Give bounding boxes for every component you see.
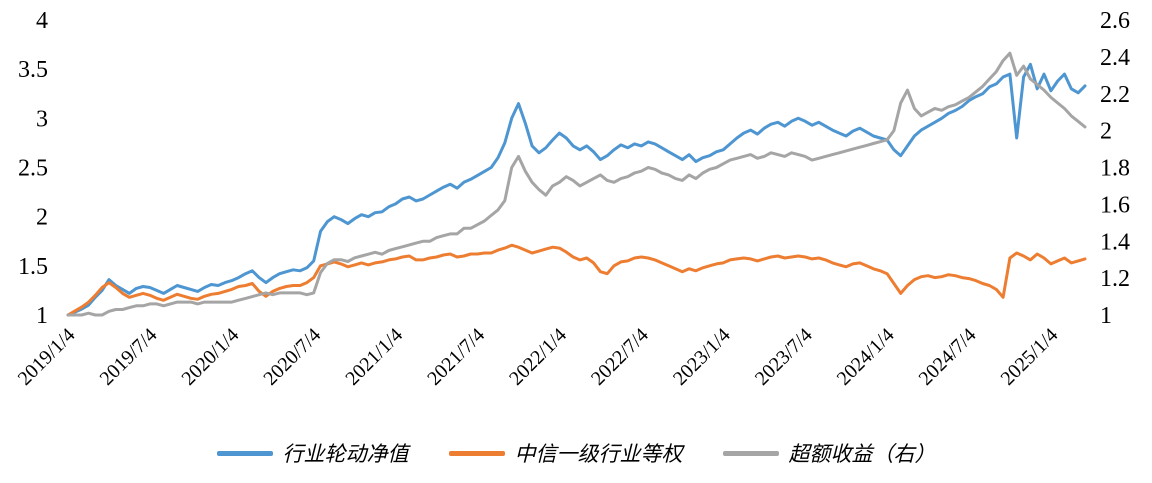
y-axis-right-tick-label: 1.2 [1100, 266, 1130, 292]
x-axis-tick-label: 2022/1/4 [505, 324, 571, 390]
x-axis-tick-label: 2024/1/4 [833, 324, 899, 390]
y-axis-right-tick-label: 1 [1100, 303, 1112, 329]
series-line-0 [66, 62, 1087, 317]
y-axis-right-tick-label: 2.2 [1100, 82, 1130, 108]
y-axis-left-tick-label: 1.5 [18, 254, 48, 280]
legend-item-citic-equal-weight: 中信一级行业等权 [448, 438, 683, 468]
legend-line-blue-icon [216, 450, 273, 456]
series-line-1 [66, 243, 1087, 317]
legend-item-excess-return: 超额收益（右） [722, 438, 936, 468]
x-axis-tick-label: 2023/7/4 [751, 324, 817, 390]
chart-legend: 行业轮动净值 中信一级行业等权 超额收益（右） [0, 436, 1152, 470]
x-axis-tick-label: 2020/1/4 [177, 324, 243, 390]
legend-label-excess-return: 超额收益（右） [788, 442, 936, 466]
series-line-2 [66, 51, 1087, 317]
y-axis-left-tick-label: 3 [36, 106, 48, 132]
x-axis-tick-label: 2024/7/4 [915, 324, 981, 390]
x-axis-tick-label: 2025/1/4 [997, 324, 1063, 390]
legend-line-orange-icon [448, 450, 505, 456]
y-axis-left-tick-label: 1 [36, 303, 48, 329]
x-axis-tick-label: 2019/1/4 [14, 324, 80, 390]
y-axis-right-tick-label: 1.6 [1100, 192, 1130, 218]
legend-label-rotation-nav: 行业轮动净值 [282, 442, 409, 466]
y-axis-right-tick-label: 2 [1100, 119, 1112, 145]
y-axis-left-tick-label: 3.5 [18, 57, 48, 83]
x-axis-tick-label: 2021/7/4 [423, 324, 489, 390]
x-axis-tick-label: 2019/7/4 [96, 324, 162, 390]
y-axis-right-tick-label: 1.4 [1100, 229, 1130, 255]
y-axis-left-tick-label: 4 [36, 8, 48, 34]
x-axis-tick-label: 2022/7/4 [587, 324, 653, 390]
x-axis-tick-label: 2021/1/4 [341, 324, 407, 390]
line-chart: 43.532.521.512.62.42.221.81.61.41.212019… [14, 8, 1130, 390]
x-axis-tick-label: 2020/7/4 [259, 324, 325, 390]
x-axis-tick-label: 2023/1/4 [669, 324, 735, 390]
y-axis-right-tick-label: 2.4 [1100, 45, 1130, 71]
legend-label-citic-equal-weight: 中信一级行业等权 [514, 442, 683, 466]
legend-line-gray-icon [722, 450, 779, 456]
y-axis-left-tick-label: 2 [36, 205, 48, 231]
y-axis-right-tick-label: 1.8 [1100, 156, 1130, 182]
y-axis-right-tick-label: 2.6 [1100, 8, 1130, 34]
legend-item-rotation-nav: 行业轮动净值 [216, 438, 409, 468]
y-axis-left-tick-label: 2.5 [18, 156, 48, 182]
